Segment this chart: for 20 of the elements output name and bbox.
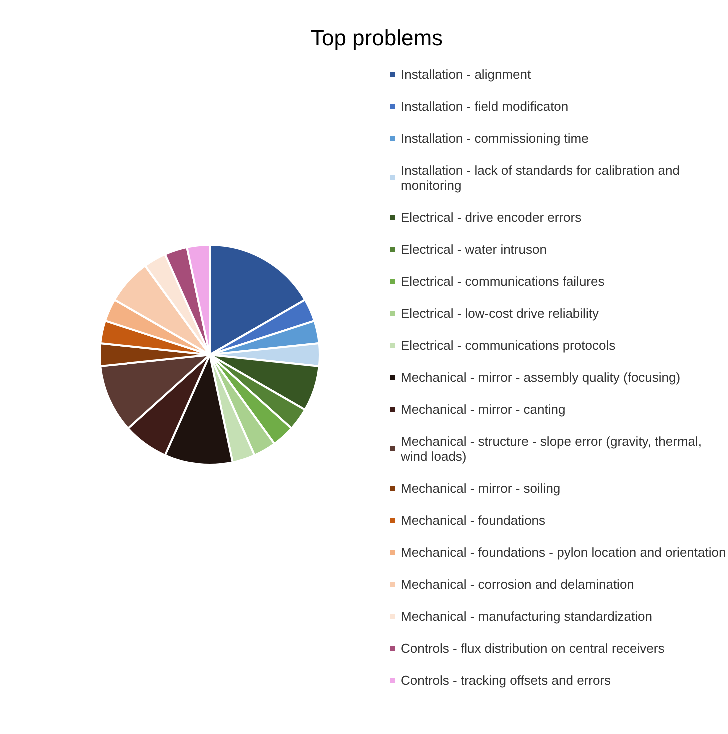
chart-title: Top problems bbox=[310, 26, 444, 50]
legend-label: Electrical - water intruson bbox=[401, 242, 547, 257]
legend-label: Mechanical - mirror - canting bbox=[401, 402, 566, 417]
legend-label: Installation - lack of standards for calibration and monitoring bbox=[401, 163, 684, 193]
legend-label: Electrical - drive encoder errors bbox=[401, 210, 582, 225]
legend-label: Mechanical - foundations bbox=[401, 513, 546, 528]
legend-label: Mechanical - structure - slope error (gravity, thermal, wind loads) bbox=[400, 434, 706, 464]
legend-label: Electrical - communications failures bbox=[401, 274, 606, 289]
legend-label: Installation - field modificaton bbox=[401, 99, 569, 114]
legend-label: Mechanical - foundations - pylon location and orientation bbox=[401, 545, 726, 560]
legend-label: Controls - tracking offsets and errors bbox=[401, 673, 612, 688]
legend-label: Installation - commissioning time bbox=[401, 131, 589, 146]
legend-label: Mechanical - mirror - assembly quality (focusing) bbox=[401, 370, 681, 385]
legend-label: Electrical - communications protocols bbox=[401, 338, 616, 353]
legend-label: Mechanical - corrosion and delamination bbox=[401, 577, 634, 592]
legend-label: Mechanical - mirror - soiling bbox=[401, 481, 561, 496]
legend-label: Installation - alignment bbox=[401, 67, 532, 82]
legend-label: Mechanical - manufacturing standardization bbox=[401, 609, 652, 624]
legend-label: Controls - flux distribution on central receivers bbox=[401, 641, 666, 656]
legend-label: Electrical - low-cost drive reliability bbox=[401, 306, 600, 321]
